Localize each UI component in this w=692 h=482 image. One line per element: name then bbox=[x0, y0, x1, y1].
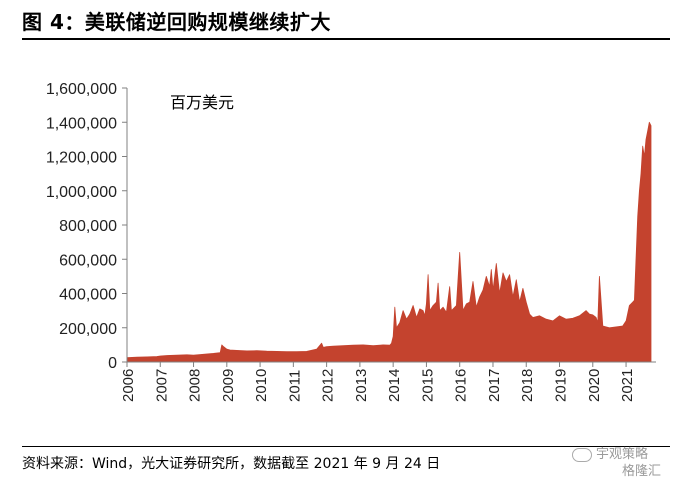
y-tick-label: 800,000 bbox=[59, 218, 117, 235]
y-axis: 0 200,000 400,000 600,000 800,000 1,000,000 1,… bbox=[46, 81, 127, 372]
y-tick-label: 0 bbox=[108, 355, 117, 372]
x-tick-label: 2011 bbox=[286, 370, 303, 402]
source-note: 资料来源：Wind，光大证券研究所，数据截至 2021 年 9 月 24 日 bbox=[22, 456, 441, 472]
reverse-repo-area-chart: 0 200,000 400,000 600,000 800,000 1,000,000 1,… bbox=[46, 81, 656, 402]
figure-title: 图 4：美联储逆回购规模继续扩大 bbox=[22, 10, 331, 34]
x-tick-label: 2008 bbox=[187, 369, 204, 402]
unit-label: 百万美元 bbox=[170, 93, 234, 112]
x-axis: 2006 2007 2008 2009 2010 2011 2012 2013 2014 2015… bbox=[120, 362, 636, 402]
title-divider bbox=[22, 38, 670, 40]
y-tick-label: 1,000,000 bbox=[46, 184, 117, 201]
x-tick-label: 2007 bbox=[153, 369, 170, 402]
y-tick-label: 200,000 bbox=[59, 321, 117, 338]
x-tick-label: 2014 bbox=[386, 369, 403, 402]
source-divider bbox=[22, 446, 670, 447]
reverse-repo-area-series bbox=[126, 121, 652, 363]
x-tick-label: 2015 bbox=[419, 369, 436, 402]
x-tick-label: 2012 bbox=[320, 369, 337, 402]
x-tick-label: 2018 bbox=[519, 369, 536, 402]
x-tick-label: 2020 bbox=[586, 369, 603, 402]
y-tick-label: 400,000 bbox=[59, 287, 117, 304]
watermark-text: 宇观策略 bbox=[596, 447, 649, 462]
watermark: 宇观策略 bbox=[572, 443, 648, 462]
y-tick-label: 1,200,000 bbox=[46, 150, 117, 167]
y-tick-label: 1,400,000 bbox=[46, 115, 117, 132]
y-tick-label: 600,000 bbox=[59, 252, 117, 269]
x-tick-label: 2009 bbox=[220, 369, 237, 402]
x-tick-label: 2017 bbox=[486, 369, 503, 402]
x-tick-label: 2006 bbox=[120, 369, 137, 402]
x-tick-label: 2019 bbox=[553, 369, 570, 402]
watermark-secondary: 格隆汇 bbox=[622, 464, 662, 479]
x-tick-label: 2021 bbox=[619, 369, 636, 402]
x-tick-label: 2013 bbox=[353, 369, 370, 402]
x-tick-label: 2010 bbox=[253, 369, 270, 402]
wechat-icon bbox=[572, 447, 592, 462]
x-tick-label: 2016 bbox=[453, 369, 470, 402]
y-tick-label: 1,600,000 bbox=[46, 81, 117, 98]
